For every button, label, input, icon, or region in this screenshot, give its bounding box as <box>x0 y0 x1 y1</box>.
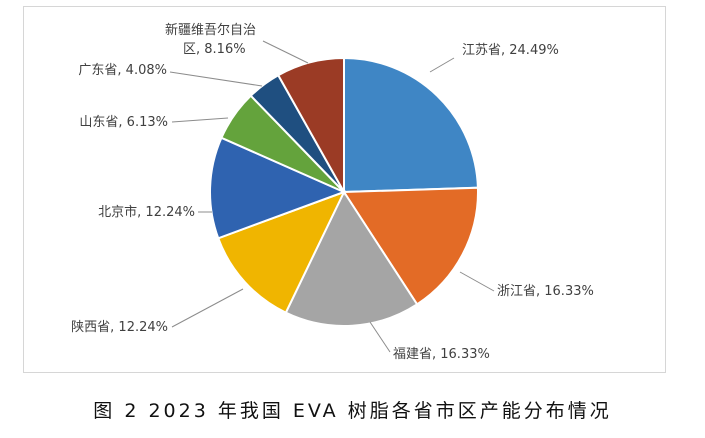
leader-line-6 <box>169 71 263 87</box>
slice-label-7: 新疆维吾尔自治区, 8.16% <box>165 22 256 57</box>
pie-slice-0 <box>343 56 479 194</box>
pie-slice-7 <box>276 56 345 196</box>
slice-label-0: 江苏省, 24.49% <box>462 42 559 58</box>
leader-line-2 <box>369 321 391 353</box>
slice-label-3: 陕西省, 12.24% <box>71 320 168 335</box>
pie-slice-4 <box>209 136 347 240</box>
leader-line-3 <box>171 288 244 328</box>
pie-slice-3 <box>216 190 346 315</box>
leader-line-1 <box>459 271 495 292</box>
pie-slice-1 <box>342 186 479 306</box>
figure-caption: 图 2 2023 年我国 EVA 树脂各省市区产能分布情况 <box>93 400 612 422</box>
slice-label-6: 广东省, 4.08% <box>78 63 167 78</box>
slice-label-1: 浙江省, 16.33% <box>497 284 594 299</box>
slice-label-2: 福建省, 16.33% <box>393 347 490 362</box>
slice-label-5: 山东省, 6.13% <box>79 115 168 130</box>
leader-line-5 <box>171 117 229 123</box>
leader-line-0 <box>429 57 455 73</box>
slice-label-4: 北京市, 12.24% <box>98 204 195 220</box>
leader-line-7 <box>262 40 309 64</box>
pie-slice-2 <box>284 189 419 327</box>
